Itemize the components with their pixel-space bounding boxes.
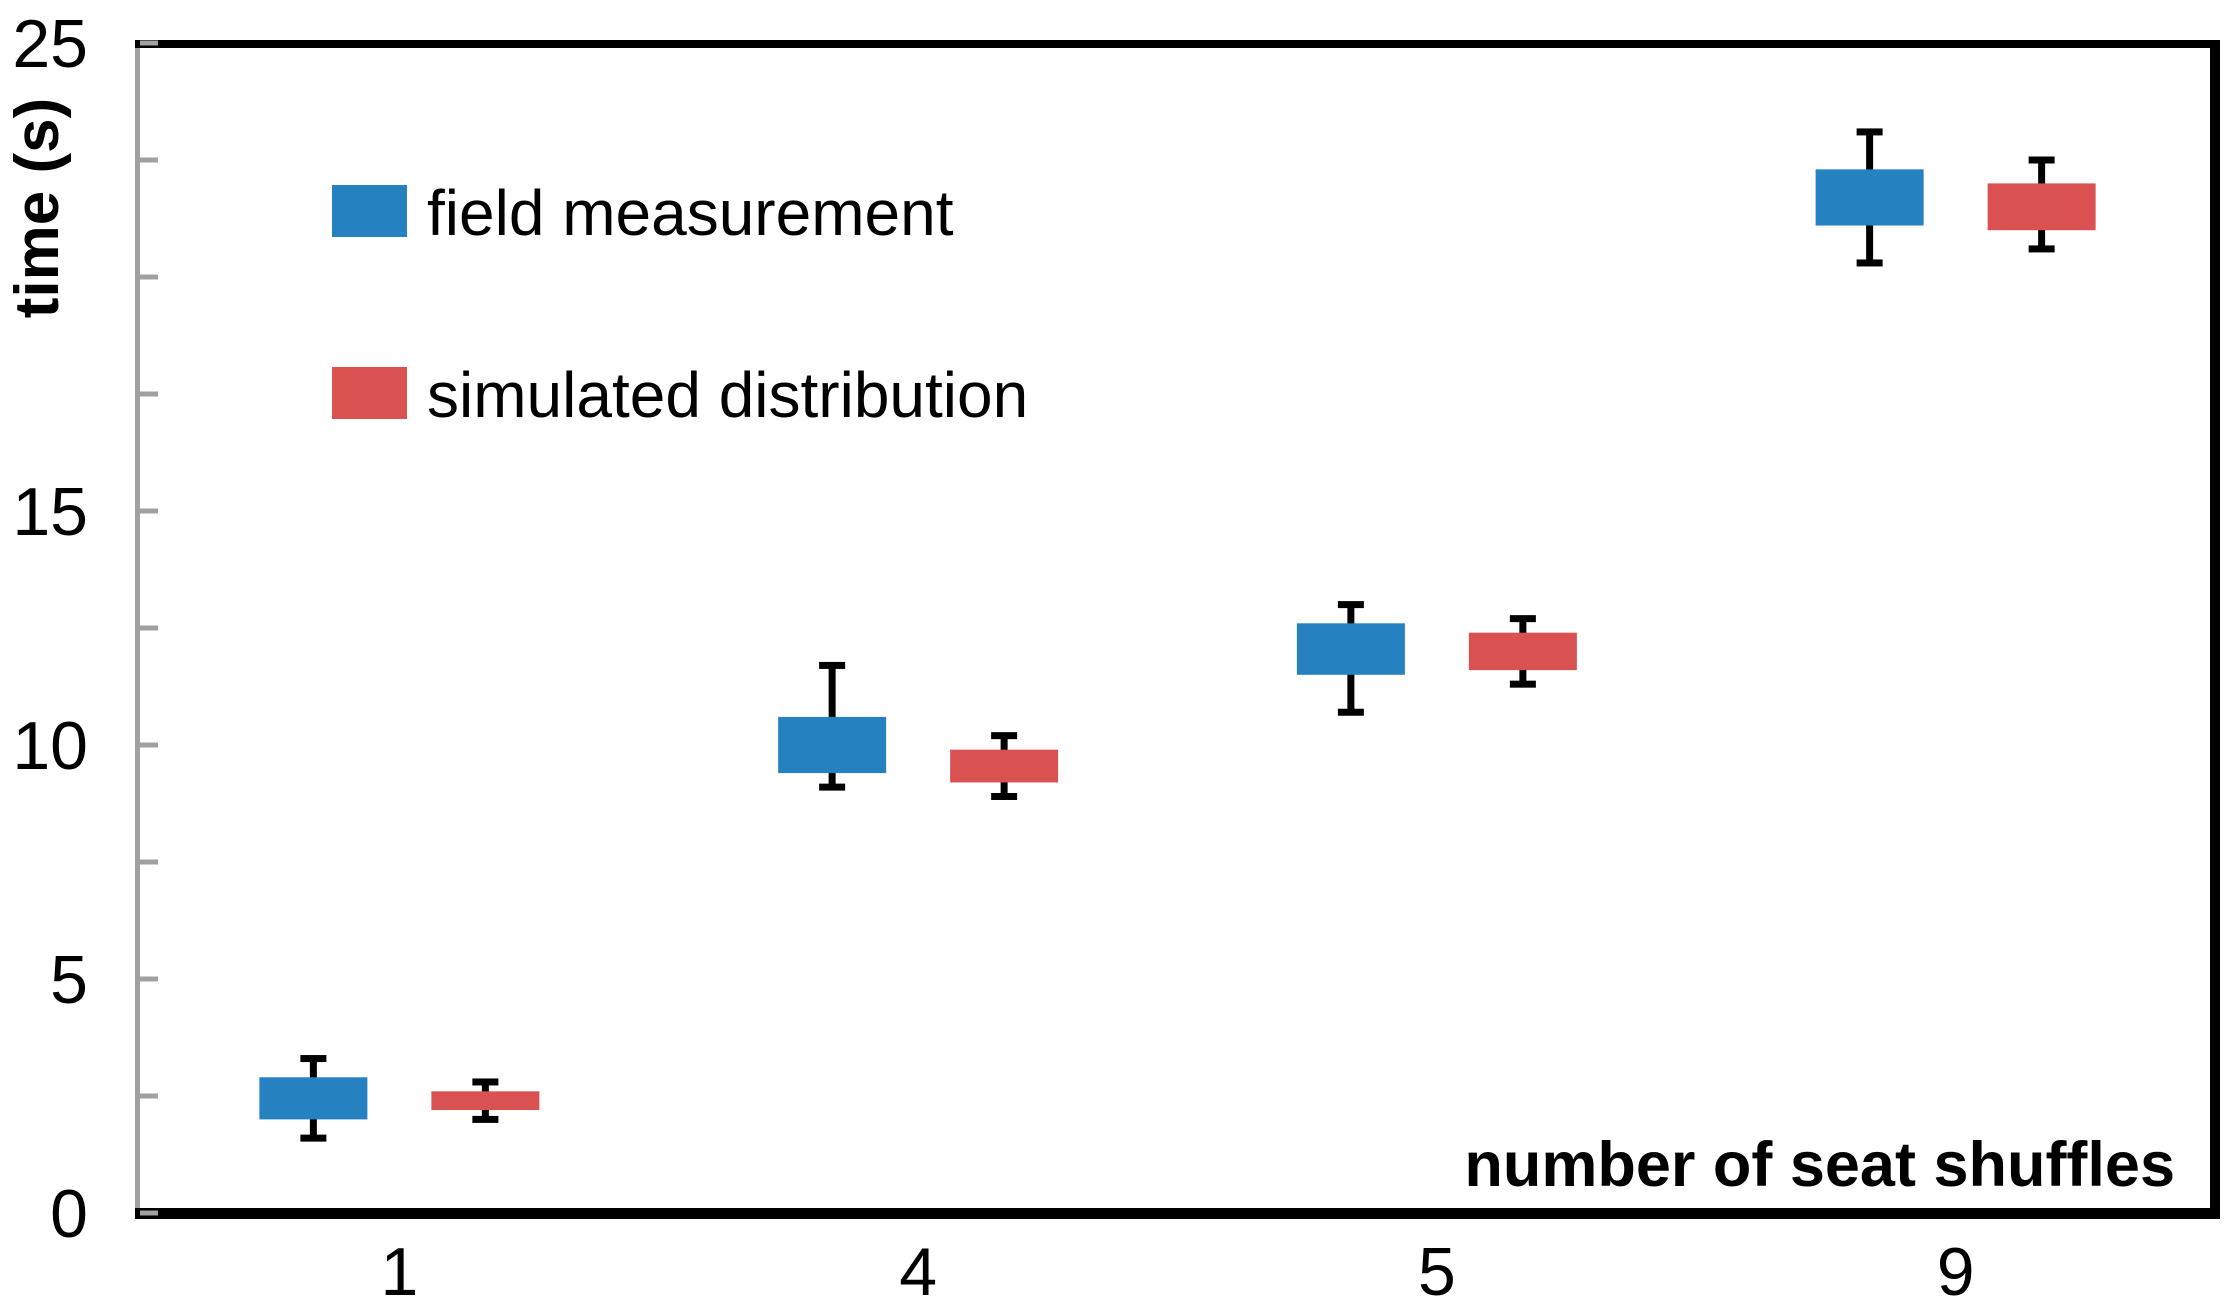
field-measurement-whisker-cap-bottom-5 xyxy=(1337,708,1364,716)
field-measurement-whisker-cap-bottom-4 xyxy=(819,783,846,791)
y-tick-5 xyxy=(140,976,158,982)
plot-border-top xyxy=(135,40,2220,48)
y-tick-2.5 xyxy=(140,1093,158,1099)
simulated-distribution-whisker-cap-bottom-4 xyxy=(991,792,1018,800)
simulated-distribution-box-1 xyxy=(431,1091,540,1111)
field-measurement-whisker-cap-top-9 xyxy=(1856,128,1883,136)
simulated-distribution-box-group-1 xyxy=(431,1078,540,1123)
simulated-distribution-box-group-9 xyxy=(1987,156,2096,253)
field-measurement-whisker-cap-bottom-9 xyxy=(1856,259,1883,267)
box-series xyxy=(259,128,2096,1142)
field-measurement-box-group-1 xyxy=(259,1055,368,1142)
field-measurement-box-1 xyxy=(259,1077,368,1120)
y-axis-ticks xyxy=(140,40,158,1216)
simulated-distribution-box-group-5 xyxy=(1468,615,1577,688)
y-axis-line xyxy=(135,40,140,1213)
field-measurement-box-group-5 xyxy=(1296,601,1405,716)
y-tick-label-5: 5 xyxy=(50,942,88,1018)
field-measurement-box-group-9 xyxy=(1815,128,1924,267)
y-tick-17.5 xyxy=(140,391,158,397)
field-measurement-whisker-cap-bottom-1 xyxy=(300,1134,327,1142)
x-tick-label-9: 9 xyxy=(1937,1234,1975,1308)
y-axis-title: time (s) xyxy=(3,98,72,318)
field-measurement-box-4 xyxy=(778,716,887,774)
x-tick-label-5: 5 xyxy=(1418,1234,1456,1308)
y-tick-label-10: 10 xyxy=(12,708,88,784)
simulated-distribution-whisker-cap-bottom-9 xyxy=(2028,245,2055,253)
field-measurement-box-5 xyxy=(1296,623,1405,675)
series-field-measurement xyxy=(259,128,1924,1142)
simulated-distribution-box-5 xyxy=(1468,632,1577,671)
x-axis-title: number of seat shuffles xyxy=(1464,1130,2175,1200)
y-tick-22.5 xyxy=(140,157,158,163)
series-simulated-distribution xyxy=(431,156,2096,1123)
y-tick-label-25: 25 xyxy=(12,6,88,82)
simulated-distribution-whisker-cap-bottom-1 xyxy=(472,1115,499,1123)
y-tick-7.5 xyxy=(140,859,158,865)
x-tick-label-4: 4 xyxy=(899,1234,937,1308)
y-tick-25 xyxy=(140,40,158,46)
y-tick-20 xyxy=(140,274,158,280)
y-tick-10 xyxy=(140,742,158,748)
field-measurement-whisker-cap-top-4 xyxy=(819,661,846,669)
field-measurement-box-group-4 xyxy=(778,661,887,791)
simulated-distribution-box-9 xyxy=(1987,183,2096,231)
simulated-distribution-whisker-cap-bottom-5 xyxy=(1509,680,1536,688)
legend: field measurement simulated distribution xyxy=(332,177,1028,431)
y-tick-0 xyxy=(140,1210,158,1216)
simulated-distribution-whisker-cap-top-5 xyxy=(1509,615,1536,623)
plot-frame xyxy=(135,40,2220,1219)
simulated-distribution-whisker-cap-top-4 xyxy=(991,732,1018,740)
simulated-distribution-whisker-cap-top-1 xyxy=(472,1078,499,1086)
y-tick-label-0: 0 xyxy=(50,1176,88,1252)
field-measurement-box-9 xyxy=(1815,169,1924,226)
field-measurement-whisker-cap-top-1 xyxy=(300,1055,327,1063)
y-tick-12.5 xyxy=(140,625,158,631)
legend-label-field-measurement: field measurement xyxy=(427,177,954,249)
simulated-distribution-box-group-4 xyxy=(950,732,1059,800)
simulated-distribution-box-4 xyxy=(950,749,1059,783)
field-measurement-whisker-cap-top-5 xyxy=(1337,601,1364,609)
legend-label-simulated-distribution: simulated distribution xyxy=(427,359,1028,431)
plot-border-right xyxy=(2210,40,2220,1213)
x-axis-line xyxy=(135,1208,2220,1219)
simulated-distribution-whisker-cap-top-9 xyxy=(2028,156,2055,164)
y-tick-15 xyxy=(140,508,158,514)
legend-swatch-simulated-distribution xyxy=(332,367,407,419)
y-axis-tick-labels: 0 5 10 15 25 xyxy=(12,6,88,1252)
x-axis-tick-labels: 1 4 5 9 xyxy=(380,1234,1975,1310)
legend-swatch-field-measurement xyxy=(332,185,407,237)
y-tick-label-15: 15 xyxy=(12,474,88,550)
x-tick-label-1: 1 xyxy=(380,1234,418,1308)
